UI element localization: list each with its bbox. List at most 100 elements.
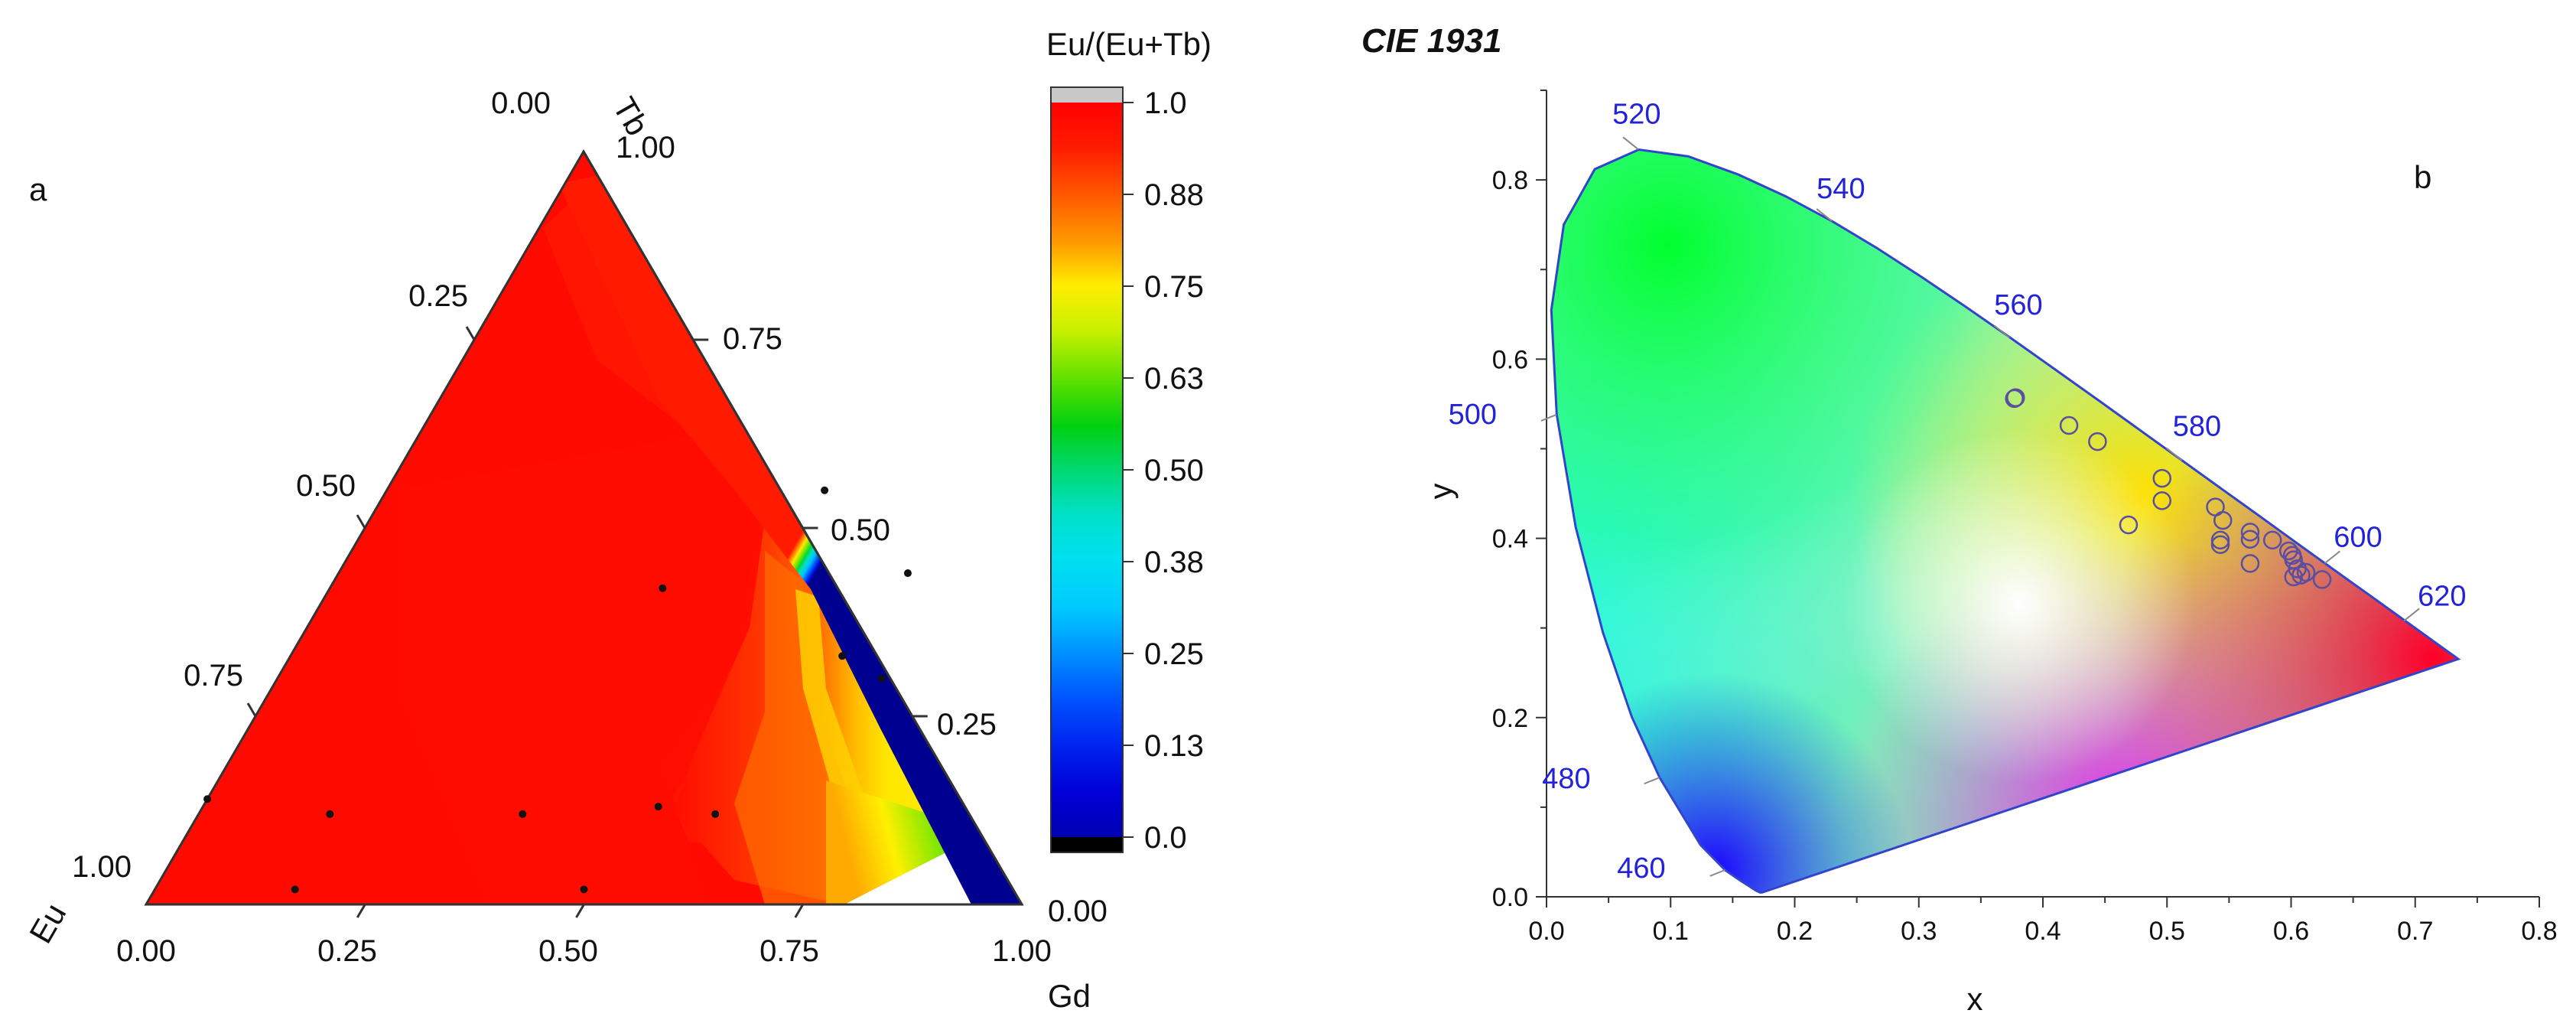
cie-x-tick-label: 0.3 (1901, 917, 1937, 946)
cie-data-point (2279, 541, 2298, 561)
ternary-sample-points (203, 486, 912, 894)
cie-panel: CIE 1931 b 0.0 0.1 0.2 0.3 0.4 0.5 0.6 0.7 0.80.… (1361, 22, 2558, 1017)
gd-tick-3: 0.75 (759, 934, 819, 968)
cie-data-point (2284, 567, 2303, 587)
cie-data-point (2005, 389, 2024, 409)
ternary-sample-point (654, 803, 662, 811)
ternary-sample-point (838, 652, 847, 660)
colorbar-tick-label: 0.50 (1144, 454, 1204, 487)
eu-tick-1: 0.25 (408, 279, 468, 313)
cie-axes: 0.0 0.1 0.2 0.3 0.4 0.5 0.6 0.7 0.8 0.0 0.2 0.4 0.6 0… (1492, 90, 2558, 946)
cie-data-point (2262, 530, 2282, 550)
tb-tick-1: 0.25 (937, 708, 997, 741)
wavelength-leader (2324, 550, 2340, 565)
tb-tick-3: 0.75 (723, 322, 782, 356)
ternary-sample-point (291, 885, 299, 894)
ternary-sample-point (903, 569, 912, 578)
cie-x-tick-label: 0.7 (2397, 917, 2433, 946)
gd-tick-mark (794, 904, 805, 918)
colorbar-title: Eu/(Eu+Tb) (1046, 26, 1212, 62)
gd-axis-label: Gd (1048, 978, 1091, 1014)
colorbar-tick-label: 0.88 (1144, 178, 1204, 212)
wavelength-leader (1540, 414, 1557, 422)
cie-x-tick-label: 0.8 (2521, 917, 2557, 946)
colorbar-tick-label: 1.0 (1144, 86, 1187, 120)
cie-y-axis-label: y (1423, 484, 1459, 500)
wavelength-label: 480 (1542, 763, 1590, 795)
cie-scatter-points (2005, 388, 2332, 589)
wavelength-leader (1622, 136, 1639, 151)
cie-data-point (2152, 491, 2172, 510)
wavelength-leader (1816, 208, 1833, 222)
ternary-ticks (246, 326, 928, 918)
eu-tick-3: 0.75 (184, 659, 243, 692)
cie-data-point (2312, 570, 2332, 589)
wavelength-labels: 460 480 500 520 540 560 580 600 620 (1449, 98, 2467, 885)
ternary-sample-point (877, 674, 886, 683)
cie-y-tick-label: 0.6 (1492, 345, 1528, 374)
colorbar-tick-label: 0.63 (1144, 362, 1204, 396)
cie-y-tick-label: 0.4 (1492, 525, 1528, 554)
colorbar-tick-label: 0.25 (1144, 637, 1204, 671)
tb-tick-0: 0.00 (1048, 895, 1107, 928)
cie-x-tick-label: 0.2 (1777, 917, 1813, 946)
ternary-sample-point (203, 795, 212, 803)
wavelength-label: 460 (1617, 852, 1665, 885)
eu-tick-mark (356, 514, 366, 529)
colorbar-over-swatch (1051, 87, 1123, 103)
cie-data-point (2240, 530, 2260, 549)
ternary-contour-fill (146, 152, 1022, 904)
wavelength-leader (1993, 324, 2010, 339)
cie-x-axis-label: x (1967, 981, 1983, 1017)
wavelength-label: 560 (1994, 289, 2042, 321)
colorbar-tick-label: 0.13 (1144, 729, 1204, 763)
colorbar: Eu/(Eu+Tb) 1.0 0.88 0.75 0.63 0.50 0.38 0.25 0.… (1046, 26, 1212, 855)
eu-tick-2: 0.50 (296, 469, 356, 503)
cie-x-tick-label: 0.5 (2149, 917, 2185, 946)
colorbar-under-swatch (1051, 837, 1123, 852)
gd-tick-4: 1.00 (992, 934, 1052, 968)
wavelength-label: 620 (2418, 580, 2466, 612)
cie-gamut-fill (1551, 149, 2459, 893)
cie-y-tick-label: 0.8 (1492, 166, 1528, 195)
gd-tick-mark (356, 904, 366, 918)
ternary-sample-point (711, 810, 720, 818)
panel-a-label: a (29, 171, 47, 207)
cie-x-tick-label: 0.0 (1528, 917, 1564, 946)
panel-b-label: b (2414, 159, 2431, 195)
gd-tick-mark (575, 904, 585, 918)
cie-data-point (2213, 510, 2233, 530)
cie-data-point (2210, 530, 2230, 550)
tb-tick-2: 0.50 (831, 513, 890, 547)
wavelength-leader (1709, 868, 1726, 877)
wavelength-label: 520 (1612, 98, 1660, 130)
wavelength-label: 500 (1449, 399, 1497, 431)
wavelength-label: 600 (2334, 521, 2382, 553)
gd-tick-0: 0.00 (116, 934, 176, 968)
ternary-sample-point (519, 810, 527, 818)
cie-data-point (2240, 554, 2260, 573)
eu-tick-mark (465, 326, 476, 341)
ternary-sample-point (821, 486, 829, 494)
wavelength-leader (2166, 447, 2183, 461)
wavelength-leader (2403, 608, 2420, 622)
ternary-sample-point (326, 810, 334, 818)
cie-data-point (2291, 565, 2311, 585)
gd-tick-2: 0.50 (538, 934, 598, 968)
ternary-sample-point (659, 584, 667, 592)
wavelength-leader (1644, 777, 1660, 785)
gd-tick-1: 0.25 (317, 934, 377, 968)
wavelength-label: 580 (2173, 411, 2221, 443)
cie-data-point (2119, 515, 2139, 535)
cie-data-point (2210, 535, 2230, 555)
cie-x-tick-label: 0.4 (2025, 917, 2060, 946)
cie-x-tick-label: 0.6 (2273, 917, 2309, 946)
cie-data-point (2088, 432, 2107, 451)
eu-axis-label: Eu (22, 898, 73, 950)
cie-y-tick-label: 0.0 (1492, 883, 1528, 912)
cie-x-tick-label: 0.1 (1653, 917, 1689, 946)
cie-data-point (2240, 523, 2260, 542)
ternary-sample-point (580, 885, 588, 894)
colorbar-ticks: 1.0 0.88 0.75 0.63 0.50 0.38 0.25 0.13 0.0 (1123, 86, 1204, 855)
